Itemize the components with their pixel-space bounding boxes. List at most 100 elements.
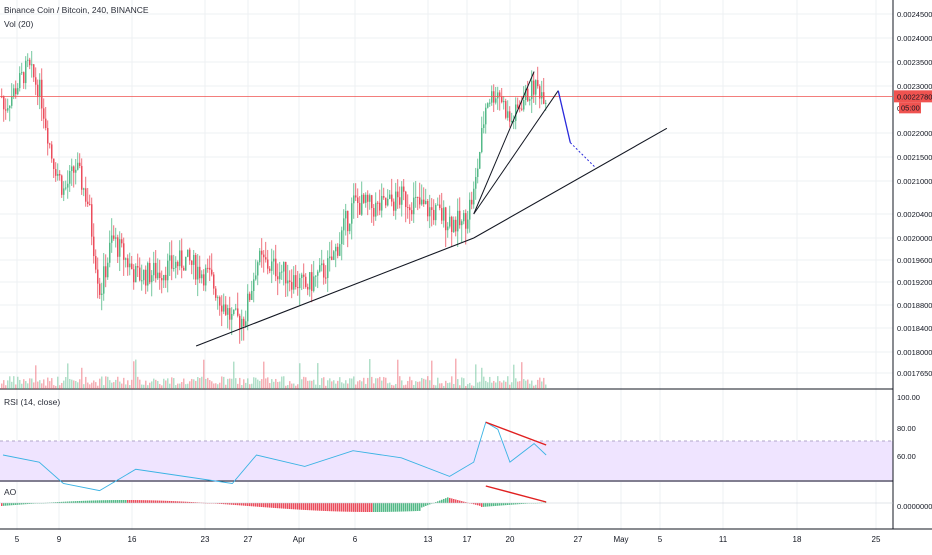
volume-bar (525, 380, 527, 389)
candle-body (69, 171, 71, 184)
rsi-divergence-line[interactable] (485, 421, 547, 446)
ao-divergence-line[interactable] (485, 485, 547, 503)
volume-bar (297, 384, 299, 389)
symbol-legend[interactable]: Binance Coin / Bitcoin, 240, BINANCE (4, 5, 149, 15)
volume-bar (243, 379, 245, 389)
volume-bar (109, 380, 111, 389)
volume-bar (393, 385, 395, 389)
volume-bar (85, 376, 87, 389)
candle-body (101, 293, 103, 295)
candle-body (75, 169, 77, 173)
ao-bar (103, 500, 105, 503)
candle-body (45, 118, 47, 128)
volume-bar (39, 380, 41, 389)
ao-bar (497, 503, 499, 506)
projection-dashed-line[interactable] (569, 142, 595, 167)
volume-bar (293, 383, 295, 389)
candle-body (193, 254, 195, 265)
candle-body (303, 274, 305, 277)
ao-bar (483, 503, 485, 507)
candle-body (245, 321, 247, 326)
ao-bar (91, 500, 93, 503)
volume-bar (379, 376, 381, 389)
time-axis-label: 27 (574, 535, 583, 544)
time-axis-label: Apr (293, 535, 306, 544)
candle-body (305, 276, 307, 287)
volume-bar (381, 380, 383, 389)
volume-bar (445, 380, 447, 389)
volume-bar (155, 379, 157, 389)
candle-body (291, 281, 293, 290)
trend-support-line[interactable] (195, 127, 668, 347)
ao-bar (31, 503, 33, 504)
candle-body (157, 272, 159, 279)
volume-bar (495, 382, 497, 389)
candle-body (281, 271, 283, 273)
candle-body (445, 207, 447, 231)
price-axis-tick: 0.0024500 (897, 10, 932, 19)
wedge-upper-line[interactable] (473, 71, 535, 215)
candle-body (269, 268, 271, 271)
volume-bar (25, 381, 27, 389)
volume-bar (469, 382, 471, 389)
ao-bar (477, 503, 479, 506)
ao-bar (231, 503, 233, 505)
ao-bar (195, 502, 197, 503)
wedge-lower-line[interactable] (473, 90, 559, 215)
candle-body (259, 250, 261, 263)
volume-bar (55, 385, 57, 389)
candle-body (443, 207, 445, 221)
ao-bar (365, 503, 367, 512)
ao-bar (409, 503, 411, 512)
volume-legend[interactable]: Vol (20) (4, 19, 34, 29)
price-axis-tick: 0.0019600 (897, 256, 932, 265)
candle-body (117, 237, 119, 257)
rsi-legend[interactable]: RSI (14, close) (4, 397, 61, 407)
projection-line[interactable] (557, 90, 571, 143)
volume-bar (419, 381, 421, 389)
ao-bar (407, 503, 409, 512)
ao-bar (63, 501, 65, 503)
candle-body (375, 202, 377, 217)
price-axis-tick: 0.0023500 (897, 58, 932, 67)
ao-legend[interactable]: AO (4, 487, 17, 497)
candle-body (15, 88, 17, 95)
ao-bar (525, 503, 527, 504)
volume-bar (173, 378, 175, 389)
volume-bar (49, 381, 51, 389)
ao-bar (71, 501, 73, 503)
candle-body (99, 283, 101, 295)
volume-bar (265, 378, 267, 389)
ao-bar (369, 503, 371, 512)
volume-bar (487, 382, 489, 389)
volume-bar (363, 377, 365, 389)
volume-bar (209, 380, 211, 389)
candle-body (81, 165, 83, 190)
volume-bar (411, 380, 413, 389)
ao-bar (517, 503, 519, 505)
candle-body (145, 269, 147, 286)
candle-body (399, 197, 401, 205)
ao-bar (77, 501, 79, 503)
ao-bar (509, 503, 511, 505)
volume-bar (383, 377, 385, 389)
ao-bar (109, 500, 111, 503)
candle-body (49, 143, 51, 145)
candle-body (23, 72, 25, 84)
ao-bar (387, 503, 389, 512)
volume-bar (463, 378, 465, 389)
candle-body (453, 219, 455, 232)
volume-bar (121, 383, 123, 389)
volume-bar (531, 380, 533, 389)
candle-body (149, 262, 151, 283)
ao-bar (87, 500, 89, 503)
ao-bar (283, 503, 285, 509)
volume-bar (431, 360, 433, 389)
volume-bar (303, 376, 305, 389)
candle-body (217, 297, 219, 299)
ao-bar (429, 503, 431, 505)
ao-bar (243, 503, 245, 506)
candle-body (389, 194, 391, 199)
candle-body (539, 86, 541, 99)
